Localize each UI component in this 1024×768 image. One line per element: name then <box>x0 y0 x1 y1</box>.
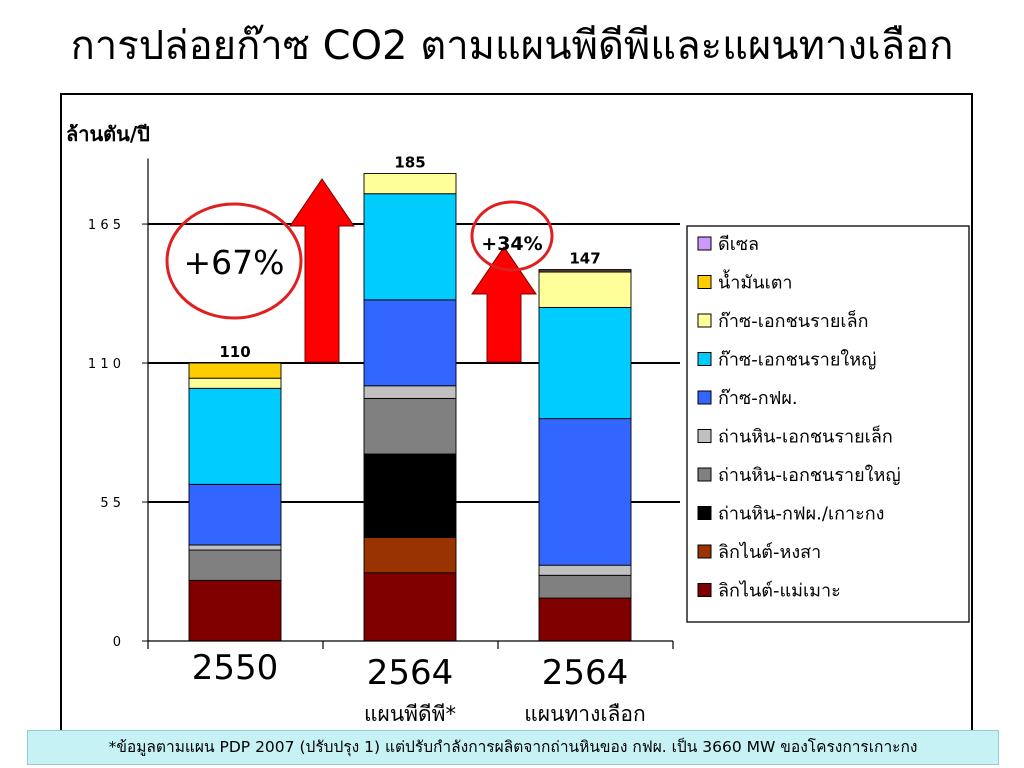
y-tick-label: 5 5 <box>100 496 121 511</box>
bar-total-label: 147 <box>569 250 600 268</box>
legend: ดีเซลน้ำมันเตาก๊าซ-เอกชนรายเล็กก๊าซ-เอกช… <box>686 225 970 623</box>
legend-swatch <box>697 506 712 520</box>
legend-swatch <box>697 429 712 443</box>
category-label: 2550 <box>192 648 279 688</box>
bar-segment <box>363 453 457 538</box>
bar-total-label: 110 <box>219 343 250 361</box>
bar-segment <box>538 418 632 566</box>
legend-swatch <box>697 467 712 482</box>
bar-segment <box>538 574 632 599</box>
category-label: 2564 <box>367 653 454 693</box>
bar-segment <box>188 579 282 642</box>
legend-label: ลิกไนต์-แม่เมาะ <box>718 580 841 602</box>
bar-segment <box>363 299 457 387</box>
annotation-layer: +67% +34% <box>165 178 554 363</box>
increase-arrow <box>471 246 537 363</box>
highlight-circle <box>470 200 554 272</box>
legend-swatch <box>697 352 712 366</box>
legend-label: ถ่านหิน-กฟผ./เกาะกง <box>718 504 884 525</box>
legend-swatch <box>697 236 712 251</box>
bar-total-label: 185 <box>394 154 425 172</box>
bar-segment <box>363 397 457 455</box>
y-tick-label: 1 6 5 <box>88 218 121 233</box>
bar-segment <box>188 362 282 379</box>
bar-segment <box>363 385 457 399</box>
bar-segment <box>188 377 282 389</box>
bar-segment <box>363 572 457 642</box>
legend-label: ถ่านหิน-เอกชนรายเล็ก <box>718 425 893 448</box>
legend-label: ก๊าซ-เอกชนรายใหญ่ <box>718 349 876 371</box>
bar-segment <box>363 193 457 301</box>
bar-segment <box>538 269 632 272</box>
legend-swatch <box>697 275 712 289</box>
y-tick-label: 1 1 0 <box>88 357 121 372</box>
legend-swatch <box>697 313 712 328</box>
legend-label: ก๊าซ-กฟผ. <box>718 388 798 409</box>
bar-segment <box>538 271 632 308</box>
bar-segment <box>188 549 282 581</box>
category-label: 2564 <box>542 653 629 693</box>
legend-box <box>686 225 970 623</box>
increase-arrow <box>289 178 355 363</box>
bar-segment <box>188 387 282 485</box>
page-title: การปล่อยก๊าซ CO2 ตามแผนพีดีพีและแผนทางเล… <box>70 23 954 69</box>
footnote: *ข้อมูลตามแผน PDP 2007 (ปรับปรุง 1) แต่ป… <box>27 730 999 765</box>
legend-swatch <box>697 583 712 597</box>
axis-layer: 0 5 5 1 1 0 1 6 5 2550 2564 แผนพีดีพี* 2564 แผนท… <box>88 158 674 726</box>
legend-label: น้ำมันเตา <box>718 270 793 294</box>
y-axis-label: ล้านตัน/ปี <box>66 122 150 146</box>
legend-label: ถ่านหิน-เอกชนรายใหญ่ <box>718 464 901 486</box>
bar-segment <box>363 536 457 574</box>
bar-segment <box>188 483 282 546</box>
bar-layer: 110 185 147 <box>188 154 632 642</box>
y-tick-label: 0 <box>113 635 121 650</box>
legend-swatch <box>697 390 712 405</box>
percent-change-label: +34% <box>481 233 542 255</box>
bar-segment <box>538 564 632 576</box>
legend-label: ก๊าซ-เอกชนรายเล็ก <box>718 309 869 332</box>
legend-label: ลิกไนต์-หงสา <box>718 541 821 563</box>
highlight-circle <box>165 202 303 320</box>
bar-segment <box>538 597 632 642</box>
percent-change-label: +67% <box>184 243 285 282</box>
bar-segment <box>188 544 282 551</box>
category-sublabel: แผนทางเลือก <box>524 702 645 726</box>
bar-segment <box>363 173 457 195</box>
category-sublabel: แผนพีดีพี* <box>364 702 456 726</box>
legend-label: ดีเซล <box>718 234 759 255</box>
bar-segment <box>538 306 632 420</box>
legend-swatch <box>697 544 712 559</box>
